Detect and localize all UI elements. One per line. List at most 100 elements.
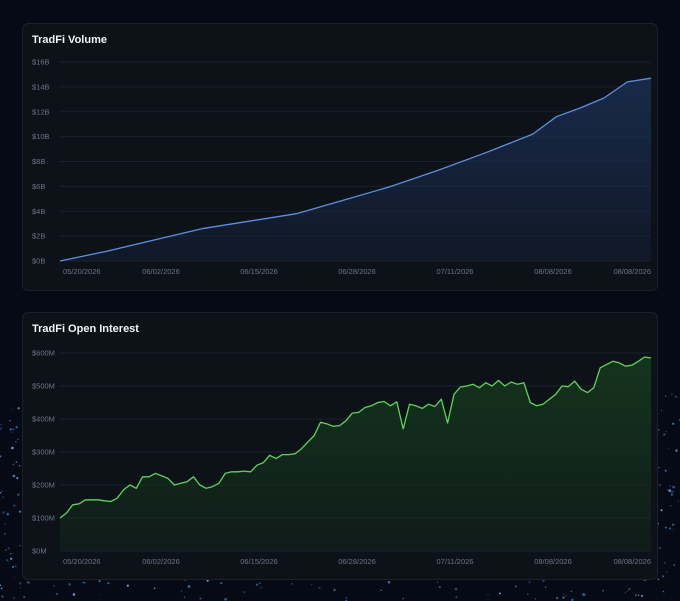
background-dot (18, 510, 22, 513)
series-area (60, 78, 651, 261)
background-dot (0, 587, 3, 590)
x-tick-label: 08/08/2026 (534, 267, 572, 276)
background-dot (16, 477, 19, 479)
background-dot (53, 585, 55, 587)
x-tick-label: 07/11/2026 (437, 267, 474, 276)
volume-chart-title: TradFi Volume (32, 34, 107, 46)
background-dot (17, 407, 20, 410)
background-dot (0, 455, 2, 458)
background-dot (11, 431, 14, 433)
background-dot (15, 426, 18, 429)
background-dot (665, 430, 668, 433)
background-dot (570, 590, 573, 593)
background-dot (126, 584, 129, 587)
y-tick-label: $200M (32, 481, 55, 490)
background-dot (555, 596, 559, 600)
background-dot (675, 449, 678, 452)
background-dot (12, 474, 16, 478)
open-interest-chart-card: TradFi Open Interest $0M $100M $200M $300M $… (22, 312, 658, 580)
background-dot (4, 533, 6, 535)
background-dot (660, 509, 663, 512)
y-tick-label: $0B (32, 257, 45, 266)
x-tick-label: 08/08/2026 (613, 557, 651, 566)
background-dot (206, 579, 209, 582)
y-tick-label: $4B (32, 207, 45, 216)
background-dot (664, 469, 667, 472)
background-dot (13, 504, 16, 507)
background-dot (19, 544, 21, 547)
y-tick-label: $6B (32, 182, 45, 191)
background-dot (527, 580, 529, 582)
background-dot (9, 428, 12, 431)
background-dot (584, 594, 587, 596)
background-dot (9, 552, 12, 555)
volume-chart: $0B $2B $4B $6B $8B $10B $12B $14B $16B 05/20/202… (32, 58, 652, 276)
background-dot (658, 483, 662, 487)
background-dot (674, 395, 678, 399)
background-dot (602, 589, 604, 592)
x-tick-label: 07/11/2026 (437, 557, 474, 566)
background-dot (380, 589, 382, 591)
series-line (59, 356, 652, 519)
background-dot (333, 588, 336, 592)
background-dot (221, 582, 223, 584)
y-tick-label: $14B (32, 82, 50, 91)
x-tick-label: 06/28/2026 (338, 267, 376, 276)
y-tick-label: $10B (32, 132, 50, 141)
background-dot (23, 596, 26, 598)
background-dot (2, 511, 5, 514)
open-interest-chart: $0M $100M $200M $300M $400M $500M $600M 05/20/2… (32, 349, 652, 566)
background-dot (487, 594, 489, 596)
background-dot (11, 446, 14, 450)
background-dot (55, 592, 59, 596)
background-dot (220, 582, 222, 584)
x-tick-label: 06/02/2026 (142, 267, 180, 276)
y-tick-label: $300M (32, 448, 55, 457)
background-dot (12, 428, 15, 431)
background-dot (18, 465, 21, 467)
background-dot (663, 592, 665, 595)
background-dot (107, 582, 110, 585)
background-dot (311, 584, 313, 586)
y-tick-label: $2B (32, 232, 45, 241)
background-dot (260, 587, 262, 589)
background-dot (668, 447, 670, 450)
background-dot (72, 593, 76, 596)
background-dot (17, 438, 19, 441)
background-dot (666, 489, 668, 491)
background-dot (498, 592, 501, 595)
background-dot (670, 505, 672, 507)
y-tick-label: $500M (32, 382, 55, 391)
background-dot (291, 583, 293, 585)
background-dot (0, 584, 2, 587)
background-dot (672, 528, 675, 531)
background-dot (662, 575, 665, 578)
background-dot (2, 496, 5, 498)
background-dot (624, 592, 626, 594)
background-dot (19, 587, 22, 589)
background-dot (628, 587, 631, 591)
background-dot (68, 583, 71, 586)
x-tick-label: 06/15/2026 (240, 557, 278, 566)
x-tick-label: 06/15/2026 (240, 267, 278, 276)
background-dot (9, 419, 11, 422)
background-dot (677, 500, 679, 502)
background-dot (4, 549, 7, 552)
x-tick-label: 06/02/2026 (142, 557, 180, 566)
background-dot (527, 593, 529, 595)
background-dot (12, 464, 14, 466)
background-dot (153, 587, 156, 590)
background-dot (454, 587, 458, 591)
background-dot (0, 427, 2, 430)
background-dot (514, 585, 517, 588)
background-dot (657, 428, 660, 431)
background-dot (673, 564, 676, 566)
background-dot (663, 561, 666, 564)
x-tick-label: 06/28/2026 (338, 557, 376, 566)
background-dot (82, 581, 85, 584)
background-dot (6, 512, 10, 516)
background-dot (180, 590, 182, 592)
open-interest-chart-title: TradFi Open Interest (32, 323, 139, 335)
background-dot (665, 395, 667, 397)
background-dot (563, 593, 565, 595)
